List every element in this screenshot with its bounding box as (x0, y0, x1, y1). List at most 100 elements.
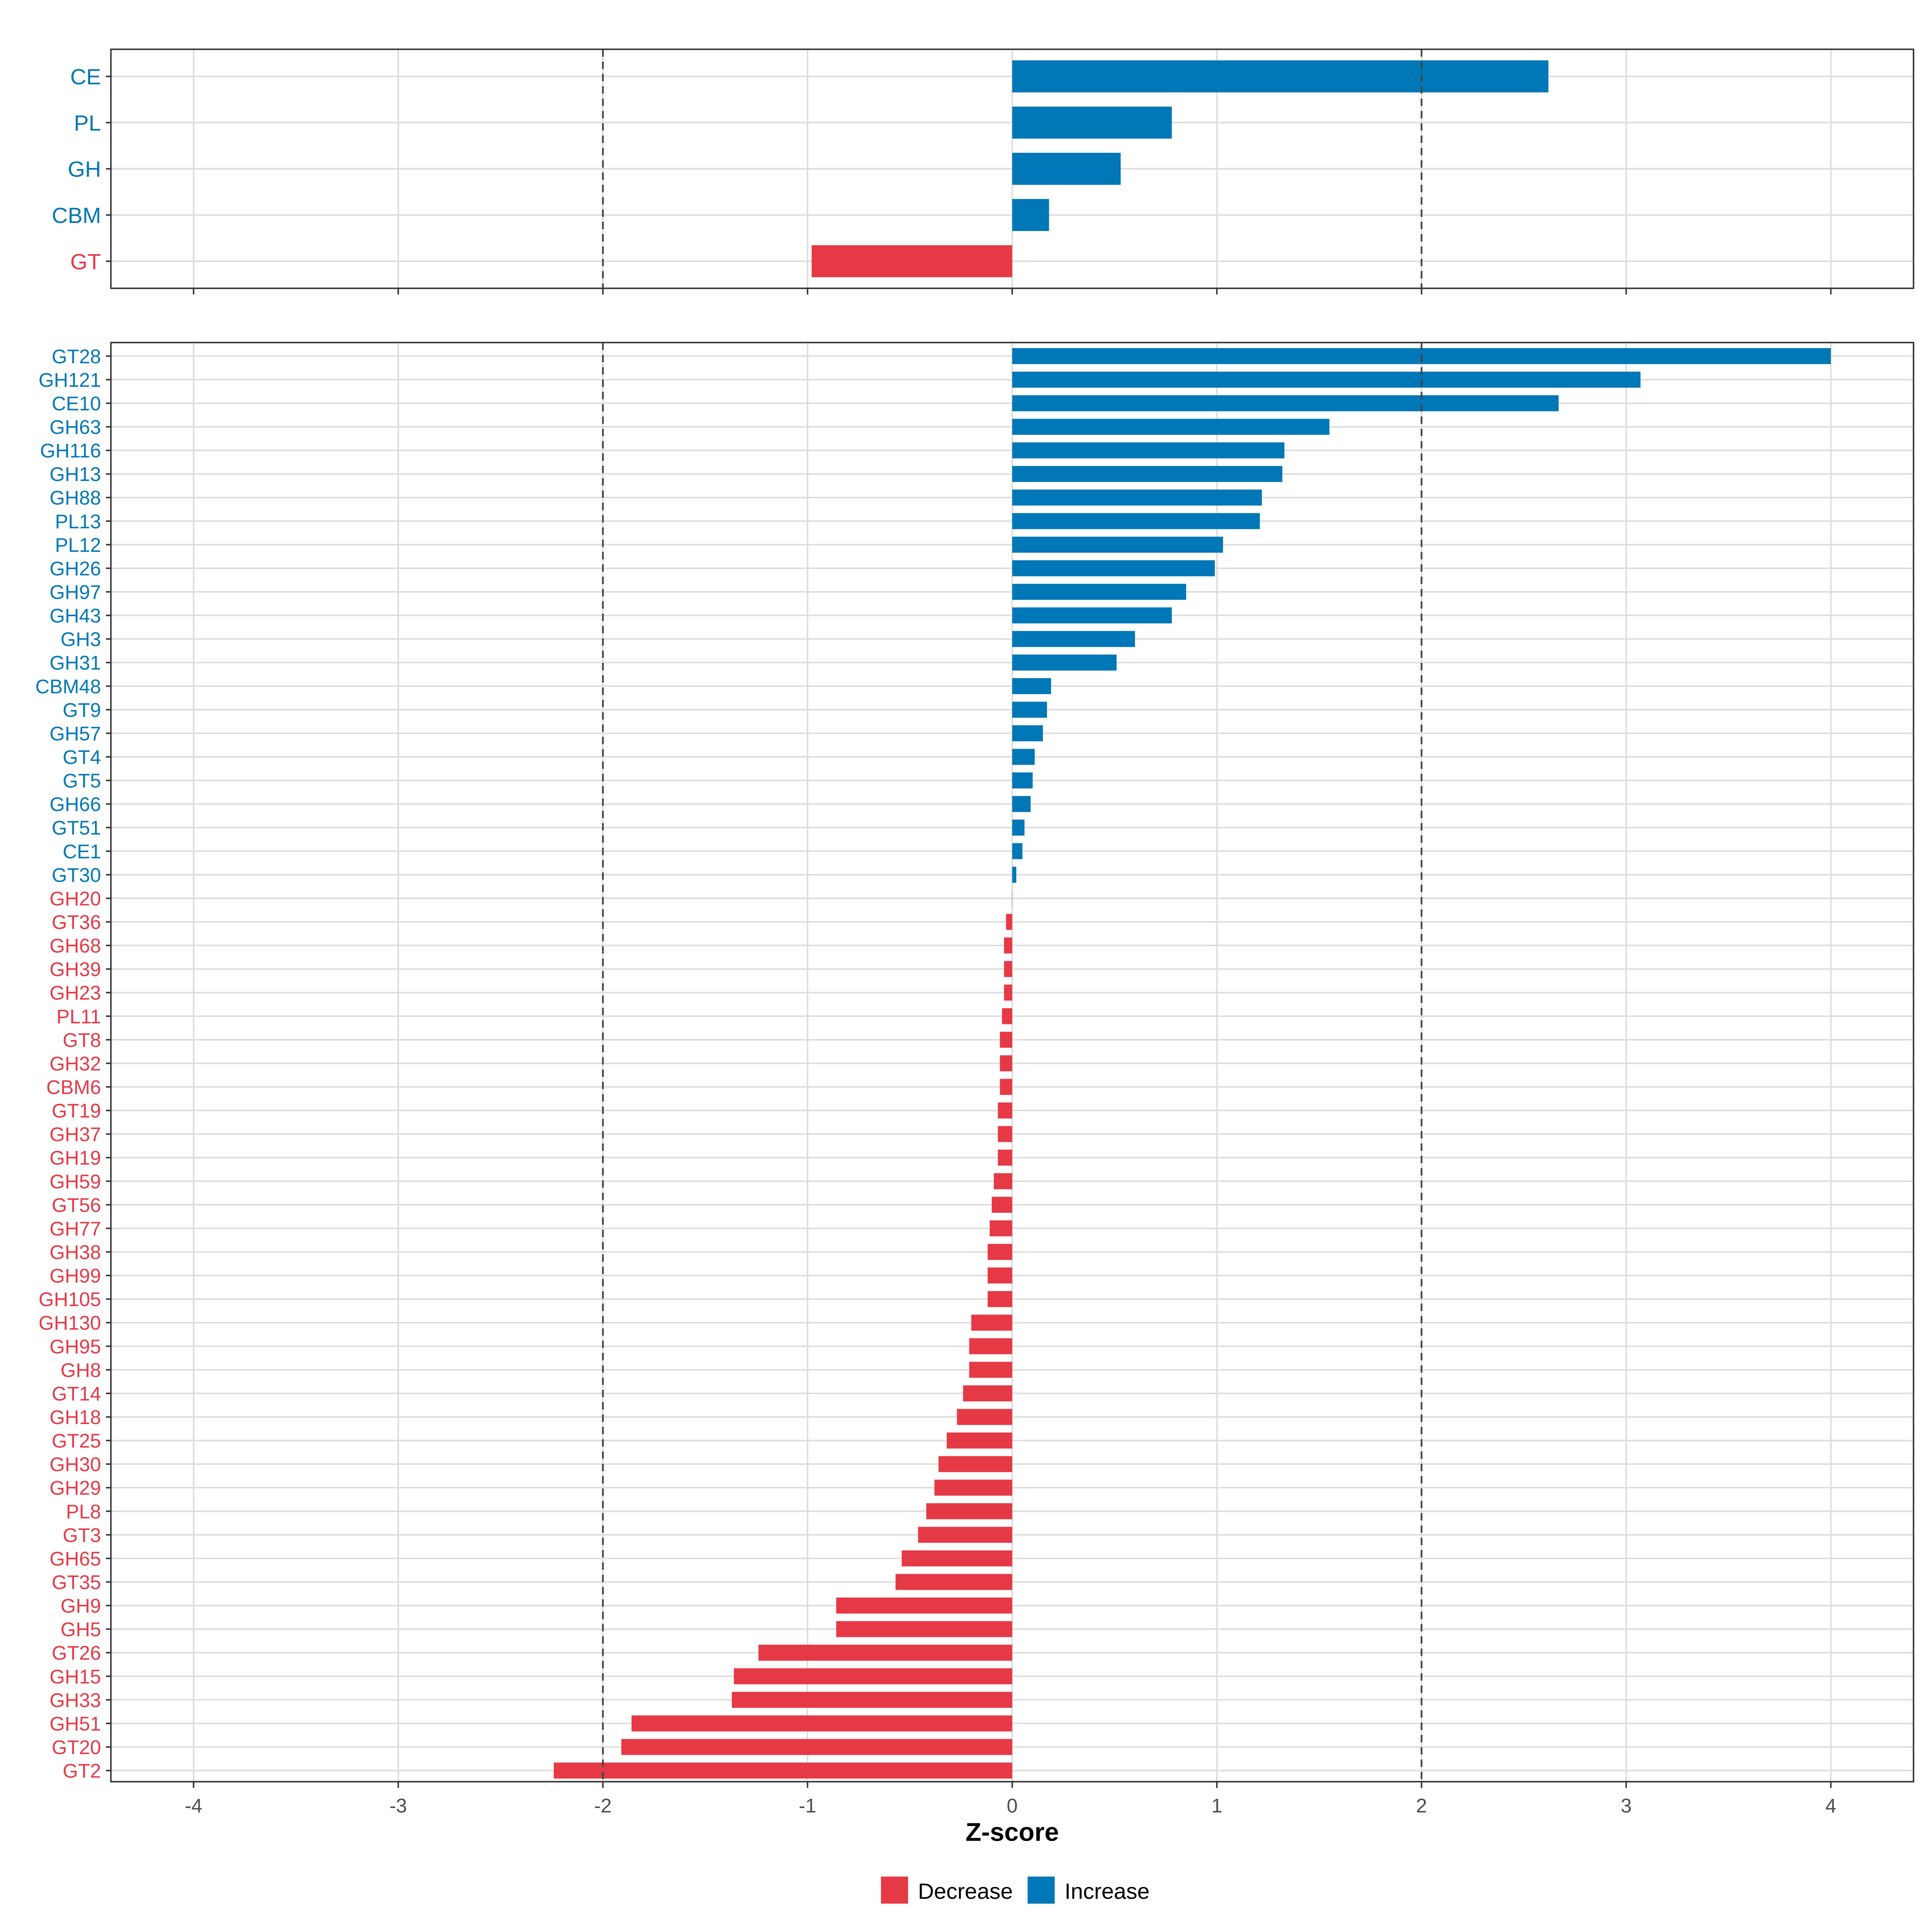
bar-GT14 (963, 1385, 1012, 1402)
legend-swatch-decrease (881, 1876, 908, 1904)
category-label-GT56: GT56 (52, 1195, 101, 1216)
bar-GH5 (836, 1621, 1012, 1637)
category-label-GH23: GH23 (50, 983, 101, 1004)
bar-GH77 (989, 1220, 1012, 1236)
x-tick-label: 1 (1212, 1795, 1222, 1817)
category-label-GH33: GH33 (50, 1690, 101, 1711)
bar-GT20 (621, 1739, 1012, 1755)
bar-GT51 (1012, 819, 1025, 836)
category-label-GH88: GH88 (50, 487, 101, 509)
bar-PL13 (1012, 513, 1260, 529)
bar-GT4 (1012, 749, 1035, 765)
bar-GH19 (998, 1150, 1012, 1166)
category-label-GT28: GT28 (52, 346, 101, 367)
bar-GT56 (991, 1197, 1012, 1213)
top-panel: CE PL GH CBM GT (52, 48, 1914, 295)
category-label-GH32: GH32 (50, 1053, 101, 1075)
category-label-GH65: GH65 (50, 1548, 101, 1570)
category-label-GT35: GT35 (52, 1572, 101, 1593)
bar-GH38 (987, 1244, 1012, 1260)
bar-GH43 (1012, 607, 1172, 623)
x-tick-label: 3 (1621, 1795, 1632, 1817)
bar-GH116 (1012, 442, 1285, 458)
bar-GH51 (632, 1715, 1012, 1732)
category-label-GH29: GH29 (50, 1478, 101, 1499)
category-label-CBM6: CBM6 (46, 1077, 101, 1098)
category-label-GH105: GH105 (39, 1289, 101, 1311)
category-label-GT36: GT36 (52, 912, 101, 933)
bar-GH (1012, 153, 1121, 185)
category-label-GH3: GH3 (60, 629, 101, 650)
category-label-GH77: GH77 (50, 1218, 101, 1240)
bar-PL8 (926, 1503, 1012, 1519)
bar-GH23 (1004, 985, 1012, 1001)
category-label-GH5: GH5 (60, 1619, 101, 1641)
category-label-GT2: GT2 (63, 1761, 101, 1782)
bar-GH39 (1004, 961, 1012, 977)
x-tick-label: 4 (1825, 1795, 1836, 1817)
legend-swatch-increase (1028, 1876, 1055, 1904)
bar-GH66 (1012, 796, 1031, 812)
x-tick-label: -2 (594, 1795, 612, 1817)
category-label-GH31: GH31 (50, 652, 101, 674)
category-label-GT25: GT25 (52, 1430, 101, 1452)
bar-GH32 (1000, 1055, 1012, 1071)
x-tick-label: 0 (1007, 1795, 1018, 1817)
category-label-GH99: GH99 (50, 1265, 101, 1287)
category-label-GH43: GH43 (50, 605, 101, 627)
category-label-GH: GH (68, 157, 101, 182)
bar-GT35 (895, 1574, 1012, 1590)
bar-GH68 (1004, 937, 1012, 954)
bar-GT2 (553, 1763, 1012, 1779)
bar-GT9 (1012, 702, 1047, 718)
category-label-GH19: GH19 (50, 1148, 101, 1169)
bar-PL (1012, 106, 1172, 139)
bar-GT19 (998, 1102, 1012, 1119)
category-label-CE1: CE1 (63, 841, 101, 863)
category-label-GH130: GH130 (39, 1313, 101, 1334)
bar-GT8 (1000, 1032, 1012, 1048)
category-label-GH37: GH37 (50, 1124, 101, 1146)
x-axis-title: Z-score (966, 1817, 1059, 1846)
bar-GH9 (836, 1598, 1012, 1614)
category-label-PL13: PL13 (55, 511, 101, 533)
legend-label-increase: Increase (1065, 1878, 1150, 1903)
bar-GH37 (998, 1126, 1012, 1142)
bar-GH3 (1012, 631, 1135, 647)
x-tick-label: -3 (390, 1795, 407, 1817)
bottom-panel: GT28GH121CE10GH63GH116GH13GH88PL13PL12GH… (35, 342, 1914, 1817)
bar-GH105 (987, 1291, 1012, 1307)
bar-GH8 (969, 1362, 1012, 1378)
category-label-GT8: GT8 (63, 1030, 101, 1051)
category-label-GT5: GT5 (63, 770, 101, 792)
category-label-GT14: GT14 (52, 1383, 101, 1405)
category-label-GH63: GH63 (50, 417, 101, 438)
category-label-PL11: PL11 (56, 1006, 101, 1028)
category-label-GH30: GH30 (50, 1454, 101, 1476)
category-label-GT51: GT51 (52, 817, 101, 839)
bar-GH13 (1012, 466, 1282, 482)
bar-GH59 (994, 1173, 1012, 1189)
category-label-CE: CE (70, 64, 101, 89)
category-label-GT26: GT26 (52, 1643, 101, 1664)
category-label-GT19: GT19 (52, 1100, 101, 1122)
category-label-GT4: GT4 (63, 747, 101, 768)
bar-GH31 (1012, 654, 1117, 671)
bar-GH121 (1012, 372, 1641, 388)
category-label-GH95: GH95 (50, 1336, 101, 1358)
category-label-GH121: GH121 (39, 369, 101, 391)
bar-GH29 (934, 1480, 1012, 1496)
category-label-GH57: GH57 (50, 723, 101, 745)
x-tick-label: 2 (1416, 1795, 1427, 1817)
category-label-GH18: GH18 (50, 1407, 101, 1428)
bar-GT26 (758, 1645, 1012, 1661)
bar-GH65 (902, 1550, 1012, 1567)
category-label-CE10: CE10 (52, 393, 101, 415)
x-tick-label: -1 (799, 1795, 817, 1817)
bar-GH15 (734, 1668, 1012, 1684)
bar-CE10 (1012, 395, 1559, 411)
category-label-GH51: GH51 (50, 1713, 101, 1735)
category-label-GH26: GH26 (50, 558, 101, 580)
category-label-GH97: GH97 (50, 582, 101, 603)
